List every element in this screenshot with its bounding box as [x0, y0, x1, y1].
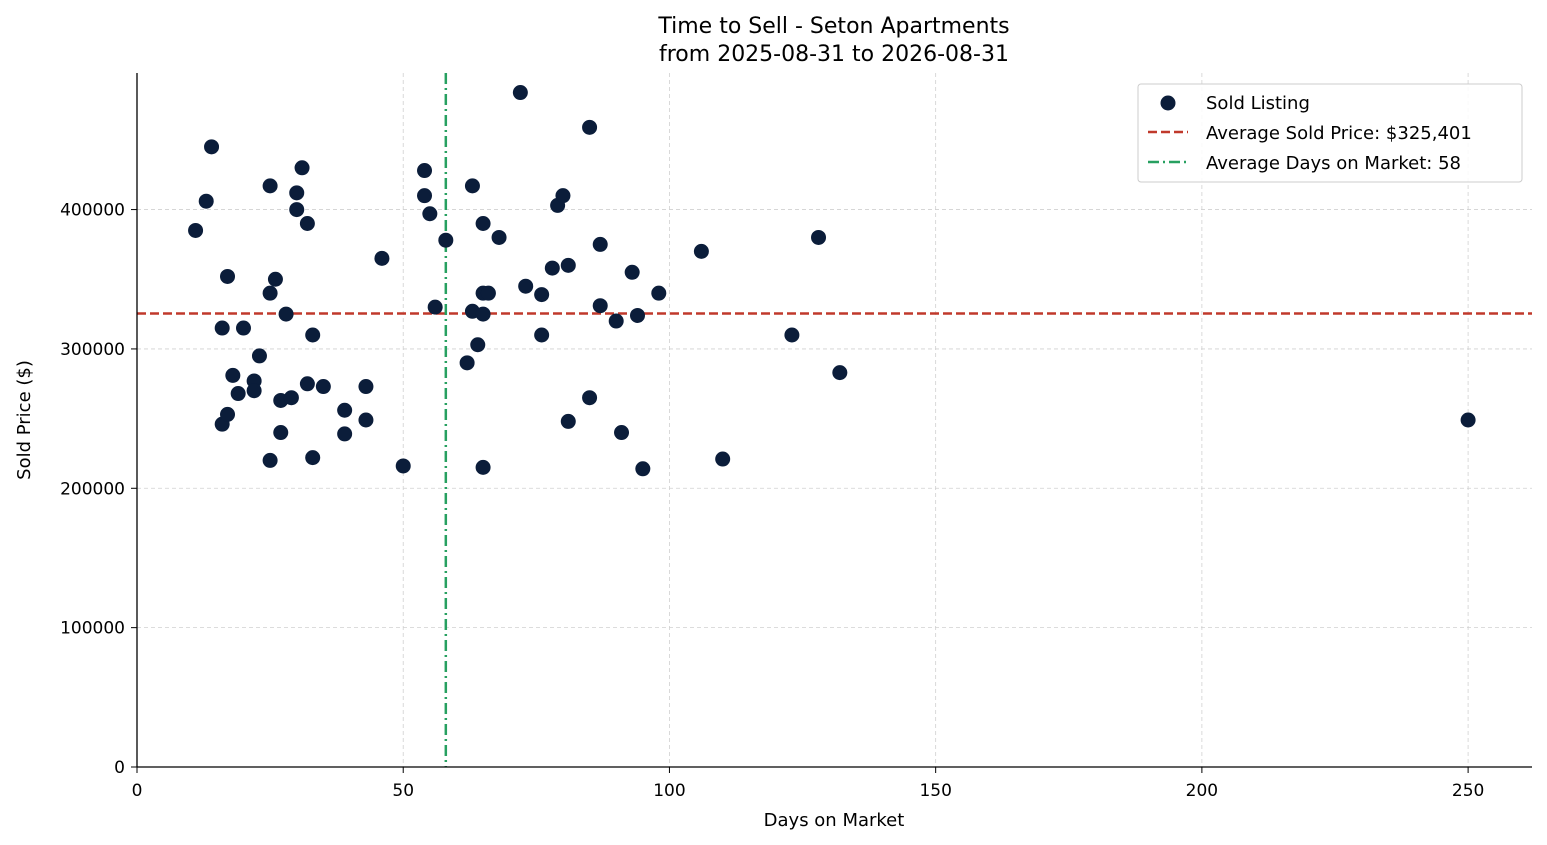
x-tick-label: 50 [392, 781, 414, 801]
data-point [475, 216, 491, 232]
data-point [560, 413, 576, 429]
data-point [337, 402, 353, 418]
data-point [534, 287, 550, 303]
y-tick-label: 400000 [60, 201, 125, 221]
legend-box [1137, 83, 1523, 183]
data-point [544, 260, 560, 276]
data-point [438, 232, 454, 248]
data-point [592, 236, 608, 252]
data-point [289, 185, 305, 201]
data-point [294, 160, 310, 176]
data-point [417, 188, 433, 204]
data-point [358, 412, 374, 428]
data-point [832, 365, 848, 381]
x-tick-label: 0 [132, 781, 143, 801]
data-points [188, 85, 1476, 477]
y-tick-label: 300000 [60, 340, 125, 360]
y-axis-label: Sold Price ($) [14, 360, 35, 480]
data-point [629, 307, 645, 323]
data-point [374, 250, 390, 266]
legend-label-sold: Sold Listing [1206, 93, 1310, 114]
data-point [262, 285, 278, 301]
y-tick-label: 0 [114, 758, 125, 778]
x-ticks: 0 50 100 150 200 250 [132, 767, 1484, 801]
data-point [459, 355, 475, 371]
data-point [608, 313, 624, 329]
x-tick-label: 200 [1186, 781, 1218, 801]
legend-label-avg-days: Average Days on Market: 58 [1206, 153, 1461, 174]
data-point [417, 163, 433, 179]
data-point [582, 119, 598, 135]
data-point [337, 426, 353, 442]
data-point [235, 320, 251, 336]
data-point [555, 188, 571, 204]
data-point [198, 193, 214, 209]
data-point [635, 461, 651, 477]
data-point [592, 298, 608, 314]
chart-title: Time to Sell - Seton Apartments [657, 14, 1009, 39]
data-point [422, 206, 438, 222]
reference-lines [137, 73, 1532, 767]
chart-subtitle: from 2025-08-31 to 2026-08-31 [659, 42, 1009, 67]
data-point [358, 379, 374, 395]
x-tick-label: 150 [919, 781, 951, 801]
data-point [283, 390, 299, 406]
data-point [784, 327, 800, 343]
data-point [1460, 412, 1476, 428]
data-point [305, 450, 321, 466]
data-point [582, 390, 598, 406]
data-point [624, 264, 640, 280]
data-point [518, 278, 534, 294]
data-point [246, 383, 262, 399]
data-point [512, 85, 528, 101]
data-point [491, 229, 507, 245]
data-point [464, 178, 480, 194]
data-point [427, 299, 443, 315]
y-ticks: 0 100000 200000 300000 400000 [60, 201, 137, 778]
data-point [225, 367, 241, 383]
data-point [395, 458, 411, 474]
data-point [220, 268, 236, 284]
data-point [614, 425, 630, 441]
data-point [214, 320, 230, 336]
y-tick-label: 200000 [60, 479, 125, 499]
data-point [715, 451, 731, 467]
data-point [560, 257, 576, 273]
data-point [262, 178, 278, 194]
data-point [470, 337, 486, 353]
legend: Sold Listing Average Sold Price: $325,40… [1137, 83, 1523, 183]
data-point [299, 216, 315, 232]
data-point [693, 243, 709, 259]
x-tick-label: 250 [1452, 781, 1484, 801]
data-point [230, 386, 246, 402]
data-point [480, 285, 496, 301]
data-point [278, 306, 294, 322]
data-point [188, 222, 204, 238]
legend-label-avg-price: Average Sold Price: $325,401 [1206, 123, 1472, 144]
data-point [273, 425, 289, 441]
data-point [315, 379, 331, 395]
data-point [251, 348, 267, 364]
data-point [204, 139, 220, 155]
y-tick-label: 100000 [60, 619, 125, 639]
data-point [267, 271, 283, 287]
x-tick-label: 100 [653, 781, 685, 801]
axes [136, 73, 1532, 768]
data-point [811, 229, 827, 245]
x-axis-label: Days on Market [764, 810, 905, 831]
data-point [534, 327, 550, 343]
data-point [289, 202, 305, 218]
data-point [220, 406, 236, 422]
data-point [305, 327, 321, 343]
data-point [651, 285, 667, 301]
data-point [262, 452, 278, 468]
data-point [299, 376, 315, 392]
data-point [475, 459, 491, 475]
legend-marker-sold [1160, 95, 1176, 111]
data-point [475, 306, 491, 322]
